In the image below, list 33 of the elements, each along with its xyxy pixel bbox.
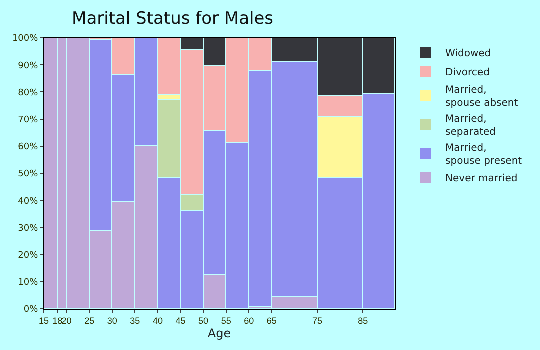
legend-label: Never married (446, 173, 518, 184)
x-tick-label: 35 (130, 316, 140, 326)
y-tick-label: 10% (18, 278, 39, 288)
legend-label: Divorced (446, 67, 490, 78)
x-tick-label: 50 (198, 316, 209, 326)
y-tick-label: 70% (18, 115, 39, 126)
chart-title: Marital Status for Males (72, 9, 274, 30)
x-tick-label: 75 (312, 316, 323, 326)
y-tick-label: 20% (18, 250, 39, 261)
x-tick-label: 40 (152, 316, 163, 326)
x-tick-label: 18 (52, 316, 63, 326)
x-tick-label: 85 (358, 316, 368, 326)
legend-label: Married, separated (446, 114, 496, 138)
y-tick-label: 0% (24, 305, 39, 316)
x-tick-label: 30 (107, 316, 118, 326)
x-tick-label: 65 (266, 316, 277, 326)
y-tick-label: 60% (18, 142, 39, 153)
y-tick-label: 100% (12, 34, 39, 44)
x-axis-title: Age (208, 326, 232, 341)
legend-label: Married, spouse present (446, 142, 522, 167)
y-tick-label: 80% (18, 88, 39, 98)
x-tick-label: 15 (38, 316, 50, 326)
x-tick-label: 55 (221, 316, 232, 326)
legend-label: Married, spouse absent (446, 84, 518, 109)
y-tick-label: 30% (18, 224, 39, 234)
y-tick-label: 50% (18, 170, 39, 180)
x-tick-label: 25 (84, 316, 95, 326)
x-tick-label: 45 (176, 316, 186, 326)
x-tick-label: 20 (62, 316, 72, 326)
x-tick-label: 60 (244, 316, 254, 326)
y-tick-label: 40% (18, 196, 39, 207)
legend-label: Widowed (446, 48, 492, 60)
y-tick-label: 90% (18, 61, 39, 72)
